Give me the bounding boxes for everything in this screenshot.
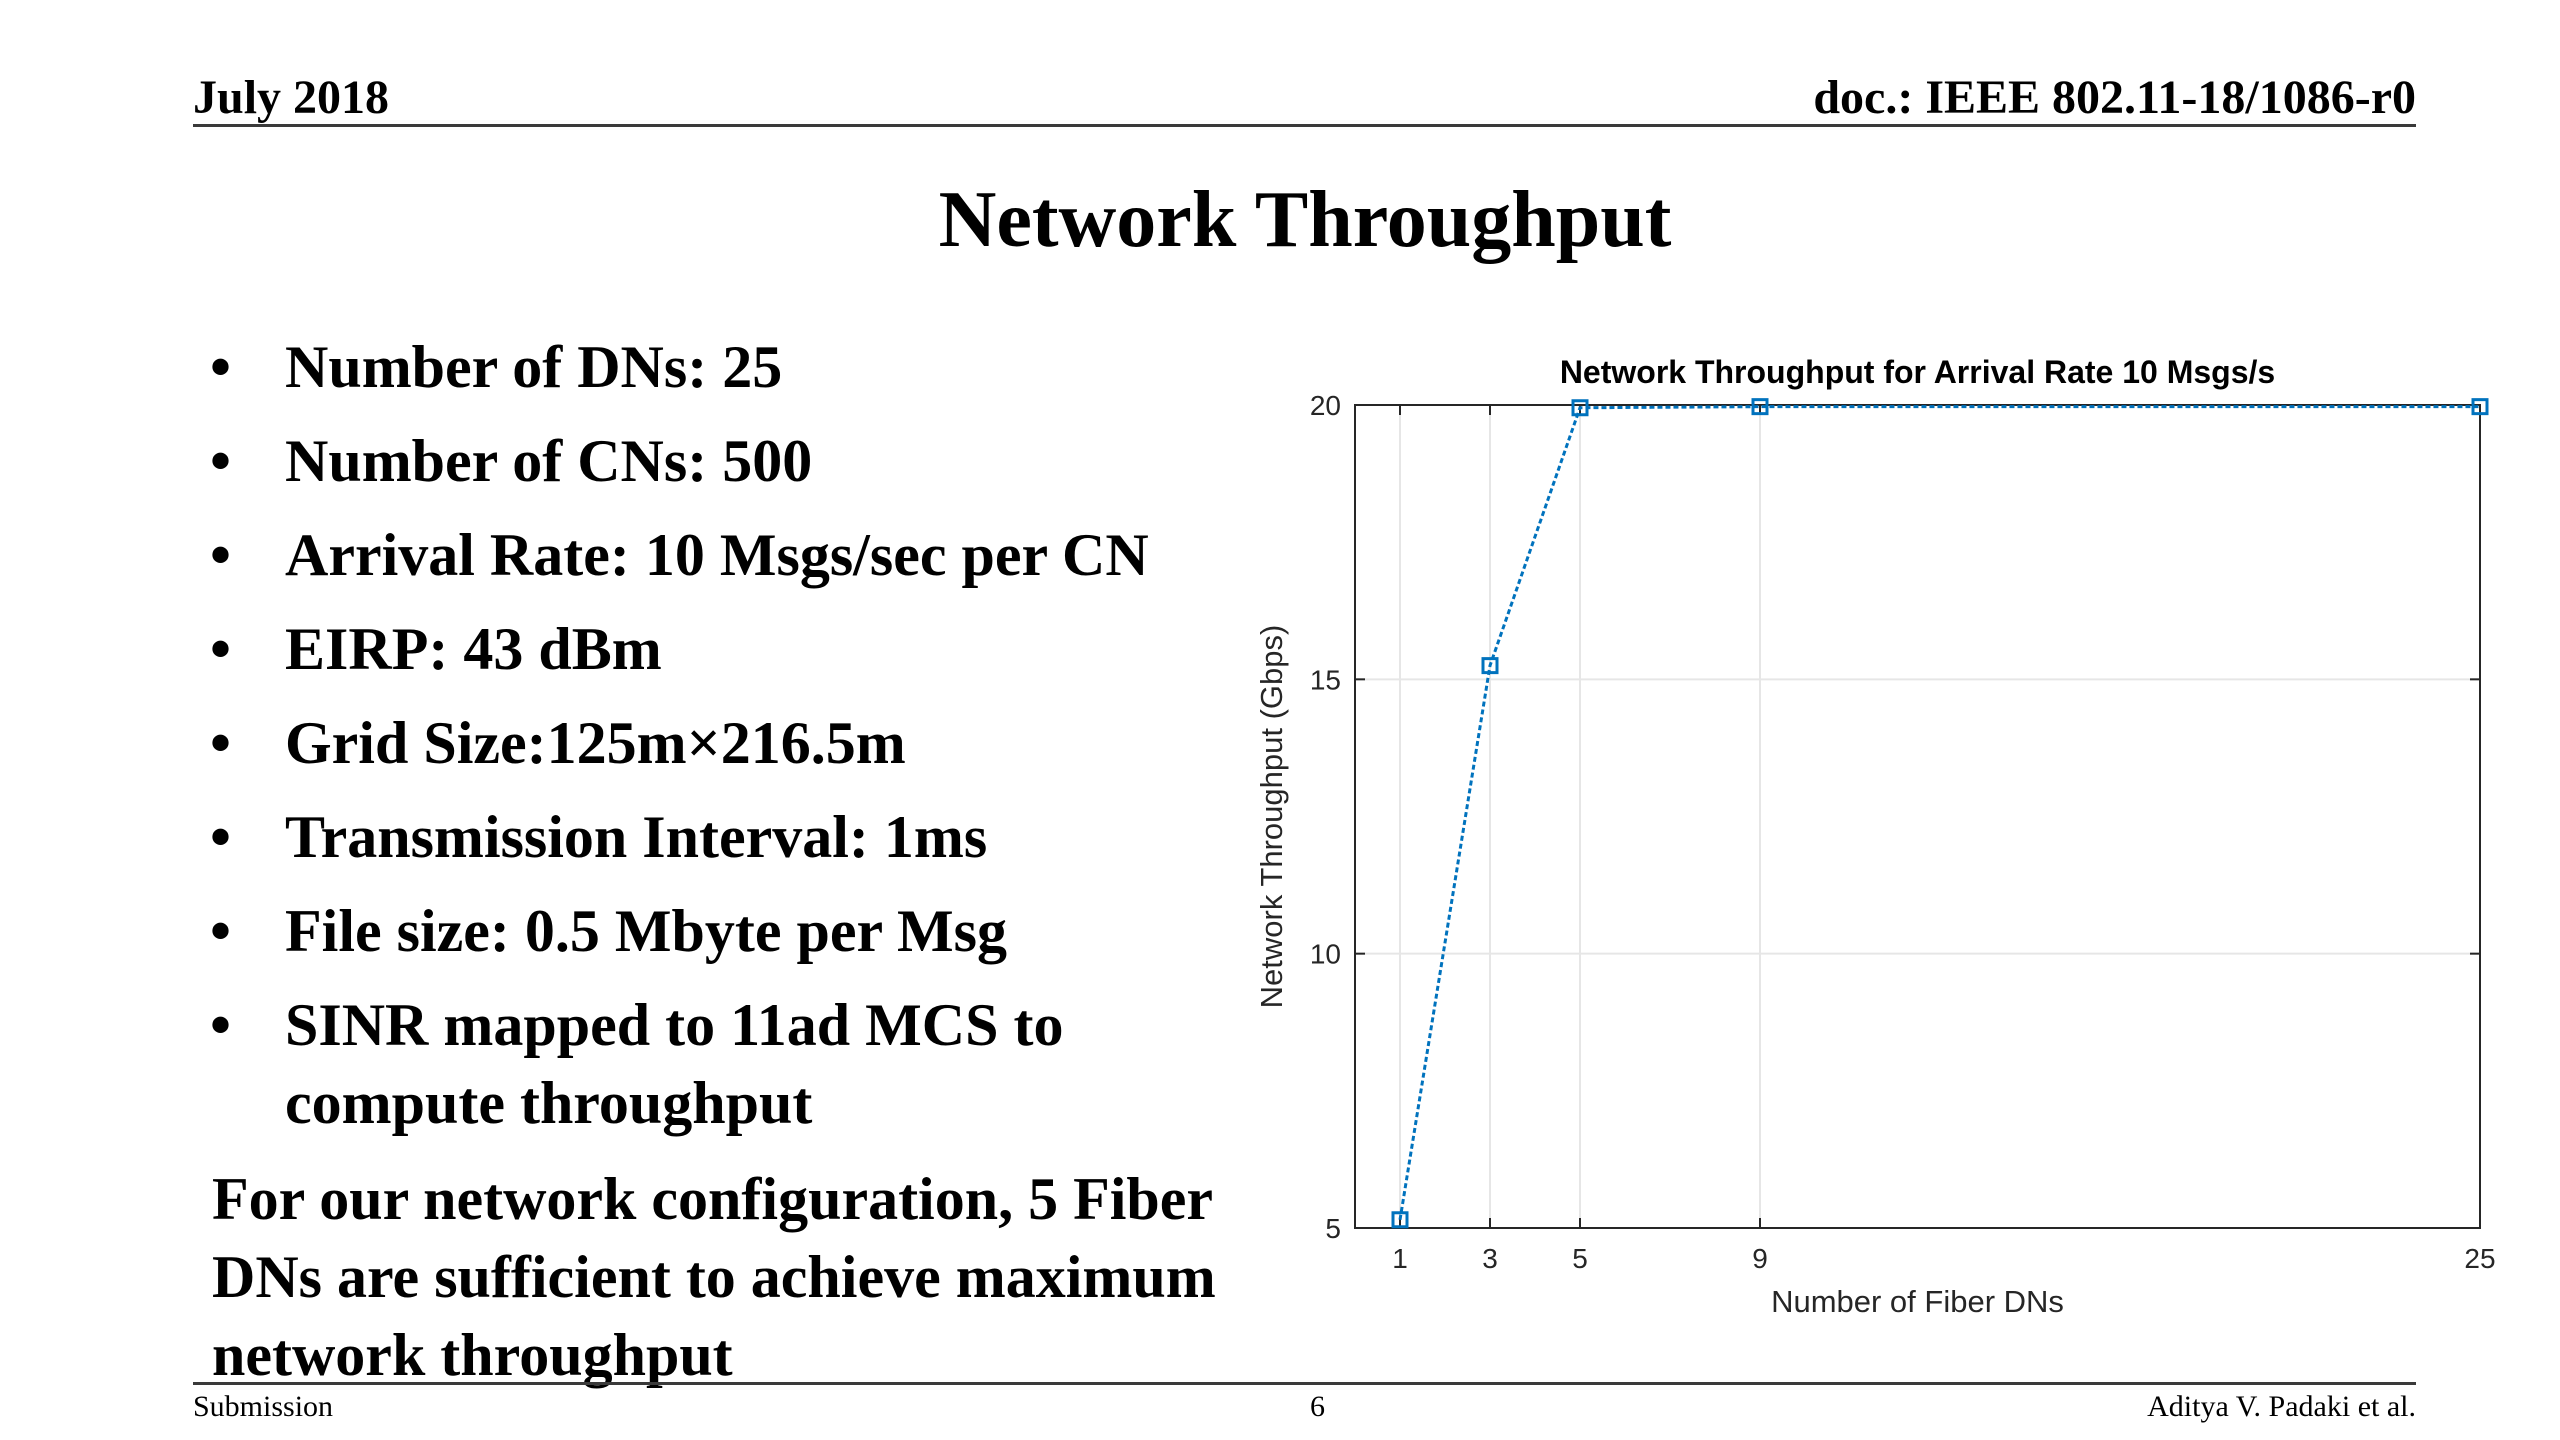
- y-axis-label: Network Throughput (Gbps): [1254, 625, 1289, 1009]
- y-tick-label: 15: [1310, 664, 1341, 695]
- footer-rule: [193, 1382, 2416, 1385]
- x-tick-label: 25: [2464, 1243, 2495, 1274]
- bullet-item: File size: 0.5 Mbyte per Msg: [210, 892, 1290, 970]
- y-tick-label: 5: [1325, 1213, 1341, 1244]
- footer-submission: Submission: [193, 1390, 334, 1423]
- bullet-item: EIRP: 43 dBm: [210, 610, 1290, 688]
- y-tick-label: 10: [1310, 939, 1341, 970]
- conclusion-text: For our network configuration, 5 Fiber D…: [212, 1166, 1216, 1388]
- y-tick-label: 20: [1310, 390, 1341, 421]
- x-tick-label: 9: [1752, 1243, 1768, 1274]
- chart-plot-area: [1354, 404, 2481, 1229]
- bullet-item: Grid Size:125m×216.5m: [210, 704, 1290, 782]
- bullet-list: Number of DNs: 25 Number of CNs: 500 Arr…: [210, 328, 1290, 1158]
- bullet-item: Transmission Interval: 1ms: [210, 798, 1290, 876]
- slide-title: Network Throughput: [938, 176, 1672, 264]
- data-point-marker: [2471, 398, 2489, 416]
- x-tick-label: 3: [1482, 1243, 1498, 1274]
- header-doc-id: doc.: IEEE 802.11-18/1086-r0: [1813, 71, 2416, 124]
- data-point-marker: [1571, 399, 1589, 417]
- x-tick-label: 1: [1392, 1243, 1408, 1274]
- data-point-marker: [1481, 657, 1499, 675]
- chart-ticks: 1 3 5 9 25 5 10 15 20: [1310, 390, 2496, 1274]
- x-tick-label: 5: [1572, 1243, 1588, 1274]
- footer-authors: Aditya V. Padaki et al.: [2147, 1390, 2416, 1423]
- bullet-item: SINR mapped to 11ad MCS to compute throu…: [210, 986, 1290, 1142]
- data-point-marker: [1751, 398, 1769, 416]
- series-points: [1391, 398, 2489, 1229]
- bullet-item: Arrival Rate: 10 Msgs/sec per CN: [210, 516, 1290, 594]
- bullet-item: Number of CNs: 500: [210, 422, 1290, 500]
- footer-page-number: 6: [1310, 1390, 1325, 1423]
- x-axis-label: Number of Fiber DNs: [1771, 1284, 2064, 1319]
- throughput-chart: 1 3 5 9 25 5 10 15 20 Network Throughput for Arr…: [1254, 354, 2496, 1319]
- bullet-item: Number of DNs: 25: [210, 328, 1290, 406]
- header-date: July 2018: [193, 71, 390, 124]
- series-line: [1398, 405, 2480, 1221]
- header-rule: [193, 124, 2416, 127]
- chart-grid: [1355, 404, 2481, 1229]
- data-point-marker: [1391, 1211, 1409, 1229]
- chart-title: Network Throughput for Arrival Rate 10 M…: [1560, 354, 2275, 390]
